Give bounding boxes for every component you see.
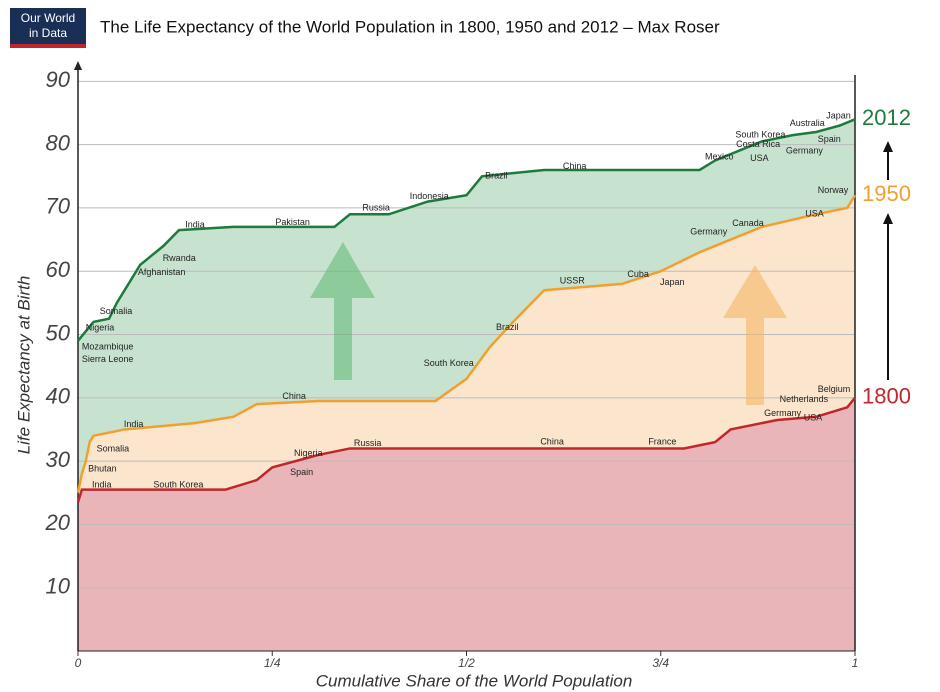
y-tick-label: 60: [46, 257, 71, 282]
country-label: Russia: [354, 438, 382, 448]
x-tick-label: 3/4: [652, 656, 669, 670]
logo-underline: [10, 44, 86, 48]
x-tick-label: 1: [852, 656, 859, 670]
y-tick-label: 10: [46, 574, 71, 599]
y-tick-label: 90: [46, 67, 71, 92]
country-label: Brazil: [485, 171, 508, 181]
country-label: India: [124, 419, 144, 429]
country-label: Australia: [790, 118, 825, 128]
arrow-head: [883, 141, 893, 152]
country-label: Bhutan: [88, 464, 117, 474]
y-tick-label: 80: [46, 130, 71, 155]
country-label: Norway: [818, 185, 849, 195]
country-label: Pakistan: [275, 217, 310, 227]
y-tick-label: 40: [46, 384, 71, 409]
country-label: Nigeria: [86, 323, 115, 333]
x-tick-label: 0: [75, 656, 82, 670]
x-axis-label: Cumulative Share of the World Population: [316, 671, 633, 690]
country-label: USA: [750, 153, 769, 163]
country-label: India: [185, 219, 205, 229]
arrow-head: [883, 213, 893, 224]
country-label: Mozambique: [82, 342, 134, 352]
country-label: Germany: [786, 145, 824, 155]
line: [77, 118, 856, 342]
country-label: Netherlands: [780, 394, 829, 404]
country-label: Russia: [362, 202, 390, 212]
country-label: Nigeria: [294, 448, 323, 458]
axis-arrow: [74, 61, 82, 70]
country-label: Japan: [660, 277, 685, 287]
y-tick-label: 20: [45, 510, 71, 535]
country-label: Rwanda: [163, 253, 196, 263]
logo-text: Our World: [21, 11, 75, 25]
country-label: Indonesia: [410, 191, 449, 201]
country-label: India: [92, 480, 112, 490]
country-label: South Korea: [424, 358, 474, 368]
y-axis-label: Life Expectancy at Birth: [14, 276, 33, 455]
country-label: USA: [805, 209, 824, 219]
country-label: South Korea: [735, 130, 785, 140]
country-label: USA: [804, 412, 823, 422]
y-tick-label: 70: [46, 194, 71, 219]
country-label: Germany: [690, 226, 728, 236]
country-label: Brazil: [496, 322, 519, 332]
country-label: USSR: [560, 276, 586, 286]
y-tick-label: 30: [46, 447, 71, 472]
up-arrow: [310, 242, 375, 380]
country-label: Sierra Leone: [82, 354, 134, 364]
country-label: Mexico: [705, 152, 734, 162]
country-label: Belgium: [818, 384, 851, 394]
legend-label: 1950: [862, 181, 911, 206]
x-tick-label: 1/2: [458, 656, 475, 670]
country-label: China: [540, 436, 564, 446]
x-tick-label: 1/4: [264, 656, 281, 670]
legend-label: 1800: [862, 384, 911, 409]
country-label: Costa Rica: [736, 139, 780, 149]
chart-title: The Life Expectancy of the World Populat…: [100, 17, 720, 36]
country-label: Canada: [732, 218, 764, 228]
country-label: China: [563, 161, 587, 171]
country-label: Germany: [764, 408, 802, 418]
y-tick-label: 50: [46, 320, 71, 345]
country-label: Afghanistan: [138, 267, 186, 277]
country-label: Spain: [290, 467, 313, 477]
country-label: Cuba: [627, 269, 649, 279]
legend-label: 2012: [862, 105, 911, 130]
line: [76, 194, 857, 494]
country-label: Spain: [818, 134, 841, 144]
line: [76, 397, 856, 503]
country-label: Somalia: [97, 443, 130, 453]
country-label: France: [648, 436, 676, 446]
country-label: China: [282, 391, 306, 401]
up-arrow: [723, 265, 787, 405]
plot: 10 20 30 40 50 60 70 80 90 0 1/4 1/2 3/4 1 India Pakist…: [45, 61, 859, 670]
country-label: South Korea: [153, 480, 203, 490]
country-label: Japan: [826, 111, 851, 121]
logo-text: in Data: [29, 26, 67, 40]
logo-box: [10, 8, 86, 46]
country-label: Somalia: [100, 306, 133, 316]
